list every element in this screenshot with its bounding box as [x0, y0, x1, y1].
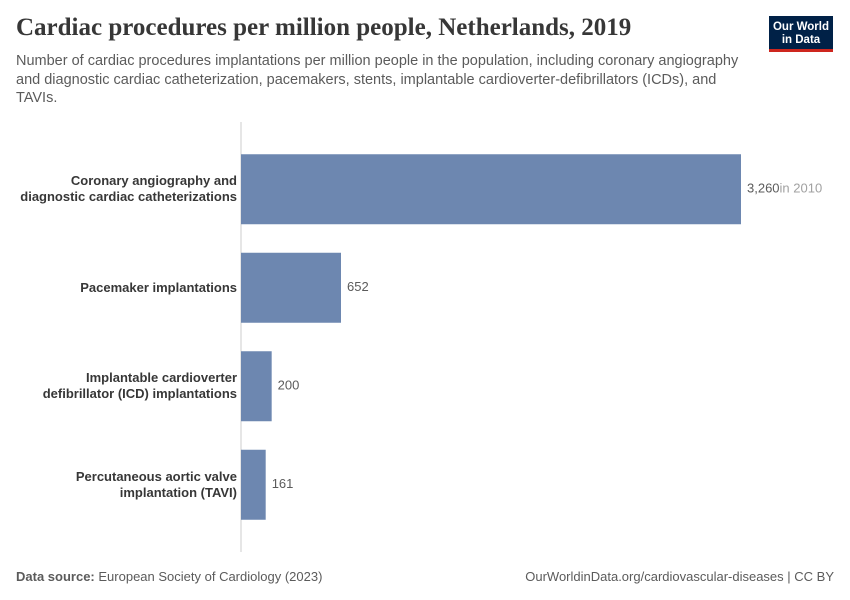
category-label: Percutaneous aortic valve implantation (…	[75, 468, 237, 500]
value-label-group: 652	[347, 279, 369, 294]
chart-subtitle: Number of cardiac procedures implantatio…	[16, 53, 739, 106]
bar	[241, 449, 266, 520]
value-label: 161	[272, 476, 294, 491]
value-note: in 2010	[780, 181, 823, 196]
category-label: Implantable cardioverter defibrillator (…	[42, 370, 237, 402]
value-label-group: 161	[272, 476, 294, 491]
footer-url[interactable]: OurWorldinData.org/cardiovascular-diseas…	[525, 569, 834, 584]
value-label: 200	[278, 378, 300, 393]
value-label: 652	[347, 279, 369, 294]
value-label: 3,260	[747, 181, 780, 196]
bar	[241, 252, 341, 323]
footer-source: Data source: European Society of Cardiol…	[16, 569, 322, 584]
logo-line: Our World	[772, 21, 829, 33]
source-label: Data source:	[16, 569, 95, 584]
logo[interactable]: Our World in Data	[769, 16, 833, 52]
value-label-group: 3,260in 2010	[747, 181, 822, 196]
chart-title: Cardiac procedures per million people, N…	[16, 14, 632, 41]
bar	[241, 351, 272, 422]
bar	[241, 154, 741, 225]
value-label-group: 200	[278, 378, 300, 393]
logo-line: in Data	[781, 34, 821, 46]
source: European Society of Cardiology (2023)	[98, 569, 323, 584]
category-label: Pacemaker implantations	[80, 279, 237, 295]
category-label: Coronary angiography and diagnostic card…	[20, 173, 237, 205]
